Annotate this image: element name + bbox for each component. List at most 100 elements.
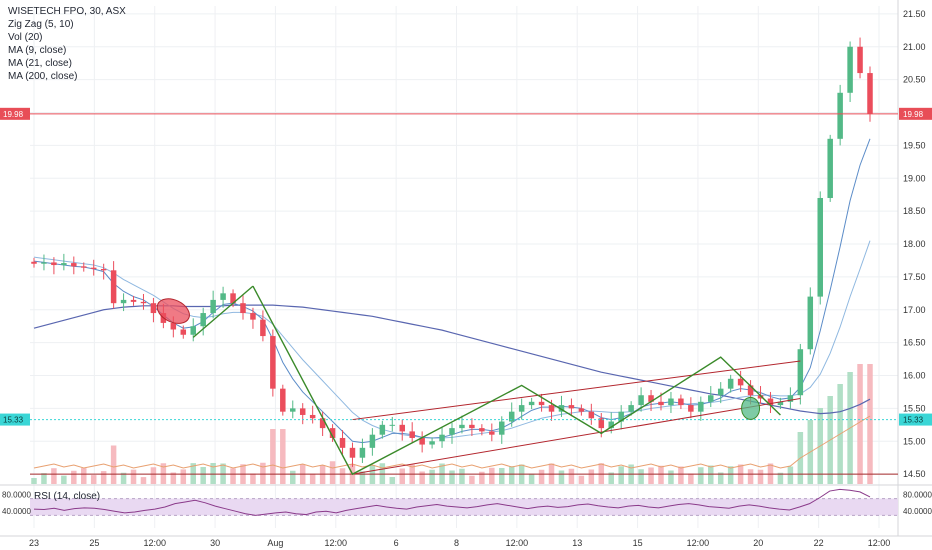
cursor-price-badge-left-bg — [0, 413, 30, 426]
volume-bar-25 — [280, 429, 286, 484]
candle-body-79 — [817, 197, 823, 297]
candle-body-43 — [459, 424, 465, 429]
candle-body-64 — [668, 398, 674, 406]
candle-body-72 — [747, 385, 754, 396]
candle-body-76 — [787, 395, 794, 402]
volume-bar-11 — [140, 477, 147, 484]
volume-bar-10 — [130, 469, 137, 484]
volume-bar-24 — [270, 429, 276, 484]
volume-bar-53 — [558, 470, 565, 484]
candle-body-47 — [499, 421, 505, 435]
price-tick-9: 17.00 — [903, 305, 926, 315]
volume-bar-50 — [528, 473, 535, 484]
price-tick-13: 15.00 — [903, 436, 926, 446]
candle-body-14 — [170, 322, 177, 330]
axes: 21.5021.0020.5020.0019.5019.0018.5018.00… — [0, 9, 932, 548]
volume-bar-28 — [309, 473, 316, 484]
candle-body-30 — [329, 428, 336, 438]
rsi-left-tick-1: 40.0000 — [2, 507, 31, 516]
candle-body-48 — [508, 411, 515, 422]
time-tick-12: 20 — [753, 538, 763, 548]
time-tick-2: 12:00 — [143, 538, 166, 548]
time-tick-8: 12:00 — [506, 538, 529, 548]
volume-bar-48 — [508, 466, 515, 484]
candle-body-23 — [260, 319, 266, 337]
volume-bar-70 — [727, 466, 734, 484]
volume-bar-57 — [598, 463, 605, 484]
candle-body-19 — [220, 293, 226, 300]
candle-body-45 — [479, 428, 485, 432]
candle-body-6 — [90, 267, 97, 269]
time-tick-0: 23 — [29, 538, 39, 548]
volume-bar-43 — [459, 468, 465, 484]
candle-body-26 — [290, 408, 296, 412]
volume-bar-69 — [717, 472, 724, 484]
volume-bar-73 — [757, 469, 764, 484]
price-tick-7: 18.00 — [903, 239, 926, 249]
volume-bar-20 — [230, 468, 236, 484]
candle-body-9 — [120, 299, 127, 304]
volume-bar-37 — [399, 468, 405, 484]
volume-bar-33 — [359, 471, 366, 484]
price-tick-5: 19.00 — [903, 173, 926, 183]
candle-body-38 — [409, 431, 415, 438]
time-tick-11: 12:00 — [687, 538, 710, 548]
candle-body-53 — [558, 405, 565, 412]
drawings — [30, 113, 898, 476]
candle-body-39 — [419, 437, 425, 445]
candle-body-65 — [678, 398, 684, 406]
volume-bar-83 — [857, 364, 863, 484]
last-price-badge-right-bg — [899, 107, 932, 120]
rsi-band — [30, 498, 898, 516]
volume-bar-42 — [449, 470, 455, 484]
candle-body-58 — [608, 421, 614, 429]
rsi-right-tick-0: 80.0000 — [903, 490, 932, 499]
volume-bar-47 — [499, 468, 505, 484]
volume-bar-18 — [210, 463, 216, 484]
volume-bar-64 — [668, 470, 674, 484]
candle-body-5 — [81, 266, 87, 268]
volume-bar-0 — [31, 478, 37, 484]
candle-body-25 — [280, 388, 286, 412]
volume-bar-68 — [708, 465, 714, 484]
candle-body-29 — [319, 418, 326, 429]
candle-body-3 — [61, 263, 67, 266]
candle-body-16 — [190, 326, 196, 335]
time-tick-1: 25 — [89, 538, 99, 548]
candle-body-80 — [827, 138, 833, 198]
volume-bar-63 — [658, 465, 664, 484]
price-tick-2: 20.50 — [903, 75, 926, 85]
volume-bar-12 — [150, 467, 157, 484]
candle-body-59 — [618, 411, 624, 422]
candle-body-37 — [399, 424, 405, 432]
candle-body-49 — [518, 405, 525, 412]
volume-bar-76 — [787, 466, 794, 484]
candle-body-61 — [638, 395, 644, 406]
volume-bar-67 — [698, 467, 704, 484]
volume-bar-65 — [678, 466, 684, 484]
candle-body-68 — [708, 395, 714, 402]
price-tick-14: 14.50 — [903, 469, 926, 479]
legend-zigzag: Zig Zag (5, 10) — [8, 19, 74, 30]
volume-bar-46 — [489, 467, 495, 484]
volume-bar-4 — [71, 470, 77, 484]
time-tick-7: 8 — [454, 538, 459, 548]
volume-bar-56 — [588, 469, 595, 484]
volume-bar-45 — [479, 471, 485, 484]
candle-body-33 — [359, 447, 366, 458]
rsi-pane — [30, 488, 898, 516]
last-price-badge-left-label: 19.98 — [3, 110, 24, 119]
legend-rsi: RSI (14, close) — [34, 491, 100, 502]
candle-body-1 — [41, 262, 47, 264]
legend: WISETECH FPO, 30, ASX Zig Zag (5, 10) Vo… — [8, 6, 126, 502]
zigzag-line — [252, 285, 781, 476]
candle-body-32 — [349, 447, 356, 458]
candle-body-8 — [110, 270, 117, 304]
rsi-line — [33, 488, 871, 516]
candle-body-57 — [598, 418, 605, 429]
cursor-price-badge-right-label: 15.33 — [903, 416, 924, 425]
time-tick-14: 12:00 — [868, 538, 891, 548]
